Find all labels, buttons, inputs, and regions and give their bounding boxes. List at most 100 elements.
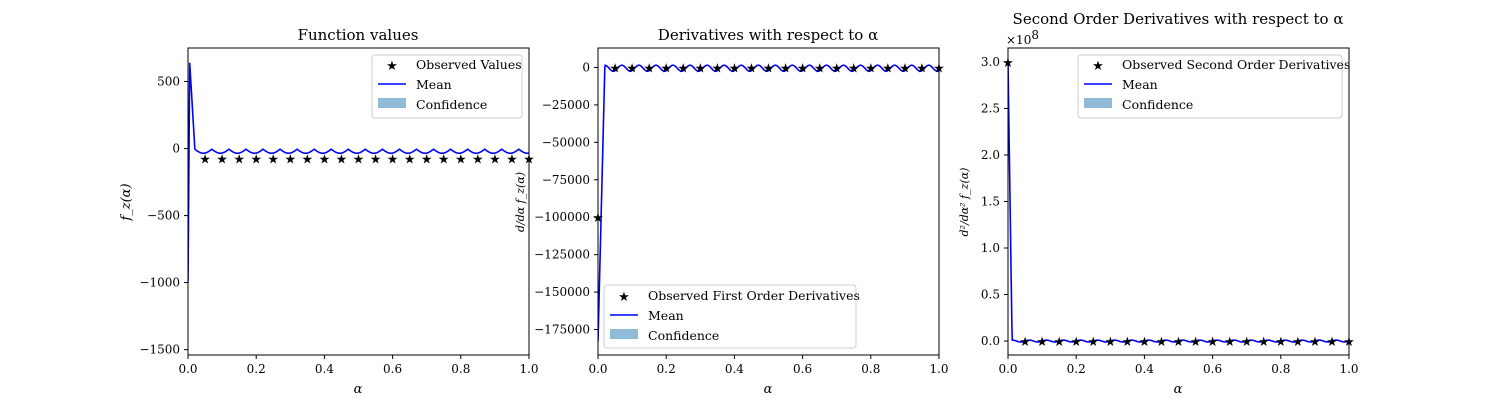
- x-tick-label: 0.0: [588, 362, 607, 376]
- observed-point: ★: [1104, 335, 1116, 350]
- observed-point: ★: [421, 153, 433, 168]
- observed-point: ★: [694, 61, 706, 76]
- y-axis-label: d²/dα² f_z(α): [958, 168, 971, 237]
- legend-marker-confidence: [378, 98, 406, 108]
- observed-point: ★: [643, 61, 655, 76]
- observed-point: ★: [797, 61, 809, 76]
- x-tick-label: 0.2: [657, 362, 676, 376]
- legend-label-confidence: Confidence: [648, 328, 719, 343]
- y-tick-label: 2.5: [981, 101, 1000, 115]
- observed-point: ★: [438, 153, 450, 168]
- x-tick-label: 0.6: [383, 362, 402, 376]
- observed-point: ★: [916, 61, 928, 76]
- chart-title: Function values: [298, 26, 419, 44]
- y-axis-label: d/dα f_z(α): [514, 172, 527, 232]
- y-tick-label: 1.5: [981, 195, 1000, 209]
- x-tick-label: 0.8: [861, 362, 880, 376]
- x-tick-label: 0.8: [1271, 362, 1290, 376]
- observed-point: ★: [1292, 335, 1304, 350]
- y-tick-label: −1000: [139, 276, 180, 290]
- y-tick-label: 3.0: [981, 55, 1000, 69]
- observed-point: ★: [1087, 335, 1099, 350]
- observed-point: ★: [882, 61, 894, 76]
- observed-point: ★: [729, 61, 741, 76]
- observed-point: ★: [1173, 335, 1185, 350]
- observed-point: ★: [302, 153, 314, 168]
- x-axis-label: α: [354, 382, 363, 397]
- x-tick-label: 0.4: [1135, 362, 1154, 376]
- legend-marker-confidence: [1084, 98, 1112, 108]
- y-tick-label: 0.0: [981, 334, 1000, 348]
- y-tick-label: −50000: [542, 135, 590, 149]
- legend-marker-observed: ★: [1092, 59, 1104, 74]
- legend-marker-observed: ★: [386, 59, 398, 74]
- observed-point: ★: [1019, 335, 1031, 350]
- legend-label-mean: Mean: [416, 77, 452, 92]
- observed-point: ★: [865, 61, 877, 76]
- legend-label-mean: Mean: [648, 308, 684, 323]
- observed-point: ★: [1241, 335, 1253, 350]
- observed-point: ★: [609, 61, 621, 76]
- legend: ★ Observed Values Mean Confidence: [371, 54, 523, 119]
- y-tick-label: −25000: [542, 98, 590, 112]
- chart-second-derivatives: Second Order Derivatives with respect to…: [958, 10, 1359, 397]
- observed-point: ★: [506, 153, 518, 168]
- mean-line: [1008, 61, 1349, 343]
- x-tick-label: 1.0: [929, 362, 948, 376]
- mean-line: [188, 62, 529, 283]
- observed-point: ★: [387, 153, 399, 168]
- observed-point: ★: [233, 153, 245, 168]
- y-tick-label: −1500: [139, 343, 180, 357]
- y-tick-label: 500: [157, 75, 180, 89]
- observed-point: ★: [250, 153, 262, 168]
- legend-label-observed: Observed Values: [416, 57, 522, 72]
- plot-area: ★★ ★ ★ ★ ★ ★ ★ ★ ★ ★ ★ ★ ★ ★ ★ ★ ★ ★ ★ ★0.0 0.2 0.4 0.6 0.8 1.00…: [534, 47, 949, 376]
- observed-point: ★: [319, 153, 331, 168]
- chart-function-values: Function values ★ ★ ★ ★ ★ ★ ★ ★ ★ ★ ★ ★ ★ ★ ★ ★ ★ ★ ★ ★ 0.0 0…: [119, 26, 539, 397]
- observed-point: ★: [780, 61, 792, 76]
- legend-label-observed: Observed Second Order Derivatives: [1122, 57, 1350, 72]
- y-tick-label: −150000: [534, 285, 590, 299]
- y-tick-label: 0: [582, 60, 590, 74]
- y-tick-label: 2.0: [981, 148, 1000, 162]
- y-tick-label: 0.5: [981, 288, 1000, 302]
- observed-point: ★: [284, 153, 296, 168]
- x-tick-label: 1.0: [519, 362, 538, 376]
- observed-point: ★: [1122, 335, 1134, 350]
- chart-title: Second Order Derivatives with respect to…: [1013, 10, 1344, 28]
- x-tick-label: 0.2: [247, 362, 266, 376]
- x-tick-label: 0.6: [1203, 362, 1222, 376]
- legend: ★ Observed First Order Derivatives Mean …: [603, 284, 860, 349]
- observed-point: ★: [677, 61, 689, 76]
- observed-point: ★: [831, 61, 843, 76]
- x-tick-label: 0.4: [315, 362, 334, 376]
- observed-point: ★: [746, 61, 758, 76]
- legend-label-confidence: Confidence: [1122, 97, 1193, 112]
- plot-area: ★★ ★ ★ ★ ★ ★ ★ ★ ★ ★ ★ ★ ★ ★ ★ ★ ★ ★ ★ ★0.0 0.2 0.4 0.6 0.8 1.03…: [981, 47, 1359, 376]
- observed-point: ★: [626, 61, 638, 76]
- y-tick-label: −125000: [534, 248, 590, 262]
- legend: ★ Observed Second Order Derivatives Mean…: [1077, 54, 1350, 119]
- y-axis-label: f_z(α): [119, 183, 134, 221]
- observed-point: ★: [216, 153, 228, 168]
- observed-point: ★: [336, 153, 348, 168]
- observed-point: ★: [1053, 335, 1065, 350]
- y-tick-label: −100000: [534, 210, 590, 224]
- legend-label-mean: Mean: [1122, 77, 1158, 92]
- y-tick-label: −75000: [542, 173, 590, 187]
- x-tick-label: 0.4: [725, 362, 744, 376]
- plot-area: ★ ★ ★ ★ ★ ★ ★ ★ ★ ★ ★ ★ ★ ★ ★ ★ ★ ★ ★ ★ 0.0 0.2 0.4 0.6 0.8 1.0 50…: [139, 47, 539, 376]
- observed-point: ★: [1326, 335, 1338, 350]
- observed-point: ★: [472, 153, 484, 168]
- observed-point: ★: [1258, 335, 1270, 350]
- observed-point: ★: [712, 61, 724, 76]
- observed-point: ★: [267, 153, 279, 168]
- legend-label-observed: Observed First Order Derivatives: [648, 288, 860, 303]
- observed-point: ★: [899, 61, 911, 76]
- y-tick-label: 1.0: [981, 241, 1000, 255]
- legend-marker-confidence: [610, 329, 638, 339]
- x-tick-label: 0.0: [178, 362, 197, 376]
- observed-point: ★: [848, 61, 860, 76]
- observed-point: ★: [763, 61, 775, 76]
- axes-frame: [187, 47, 530, 356]
